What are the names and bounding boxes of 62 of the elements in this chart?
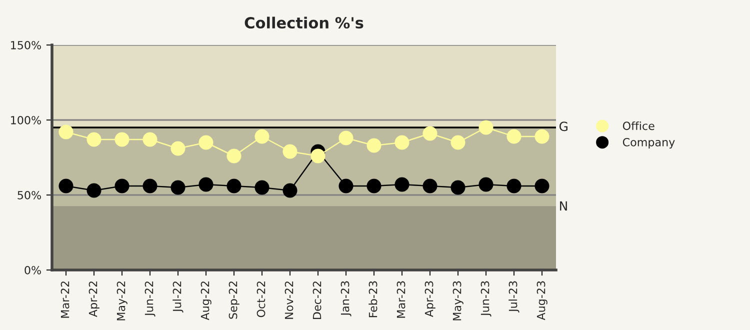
point [198,177,214,192]
x-tick-label: Jul-23 [508,281,520,313]
legend-label: Office [622,121,654,130]
x-tick-label: May-22 [116,282,128,320]
point [366,138,382,153]
point [422,178,438,194]
point [86,132,102,147]
point [534,178,550,194]
x-tick-label: Mar-22 [60,282,70,318]
point [86,183,102,198]
point [338,178,354,194]
point [422,126,438,141]
point [226,148,242,164]
x-tick-label: Jun-23 [480,281,492,316]
y-tick-label: 0% [24,266,41,274]
x-tick-label: May-23 [452,281,464,320]
point [142,132,158,147]
point [282,144,298,159]
ref-line-label: G [560,122,568,132]
point [170,141,186,156]
point [506,129,522,144]
point [170,180,186,195]
x-tick-label: Nov-22 [284,282,294,319]
point [114,178,130,194]
point [254,129,270,144]
point [254,180,270,195]
point [366,178,382,194]
point [114,132,130,147]
point [310,148,326,164]
point [282,183,298,198]
point [450,180,466,195]
point [478,120,494,135]
point [58,178,74,194]
y-tick-label: 150% [11,40,41,50]
x-tick-label: Aug-22 [200,282,212,320]
point [142,178,158,194]
x-tick-label: Jul-22 [172,282,184,313]
point [58,124,74,140]
point [506,178,522,194]
point [338,130,354,146]
point [226,178,242,194]
y-tick-label: 50% [18,190,41,200]
ref-line-label: N [560,201,567,210]
chart-title: Collection %'s [244,16,364,29]
x-tick-label: Feb-23 [368,281,378,318]
point [394,135,410,150]
x-tick-label: Apr-22 [88,282,100,317]
point [478,177,494,192]
x-tick-label: Oct-22 [256,282,266,318]
point [450,135,466,150]
legend-label: Company [622,138,675,149]
x-tick-label: Jan-23 [340,281,352,316]
x-tick-label: Sep-22 [228,282,240,319]
x-tick-label: Dec-22 [312,282,322,319]
point [534,129,550,144]
y-tick-label: 100% [11,116,41,124]
x-tick-label: Mar-23 [396,281,406,318]
x-tick-label: Apr-23 [424,281,436,317]
point [394,177,410,192]
x-tick-label: Aug-23 [536,281,548,320]
x-tick-label: Jun-22 [144,282,156,316]
point [198,135,214,150]
